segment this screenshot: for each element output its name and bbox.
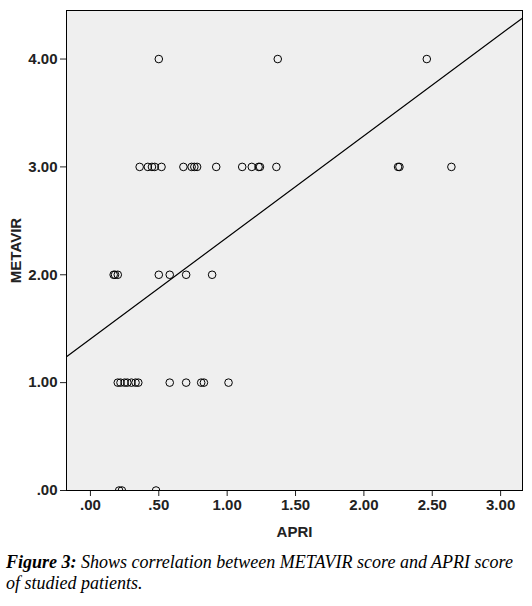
svg-text:2.50: 2.50 [418,496,447,513]
svg-text:.00: .00 [80,496,101,513]
svg-text:APRI: APRI [277,523,313,540]
svg-text:1.00: 1.00 [28,373,57,390]
svg-text:1.50: 1.50 [281,496,310,513]
svg-text:3.00: 3.00 [28,158,57,175]
svg-text:1.00: 1.00 [213,496,242,513]
svg-text:2.00: 2.00 [349,496,378,513]
svg-text:.50: .50 [148,496,169,513]
html-text:Figure 3: Shows correlation be: Figure 3: Shows correlation between META… [6,552,513,593]
svg-text:2.00: 2.00 [28,266,57,283]
svg-text:.00: .00 [37,481,58,498]
svg-text:3.00: 3.00 [486,496,515,513]
svg-text:METAVIR: METAVIR [7,218,24,283]
svg-text:4.00: 4.00 [28,50,57,67]
